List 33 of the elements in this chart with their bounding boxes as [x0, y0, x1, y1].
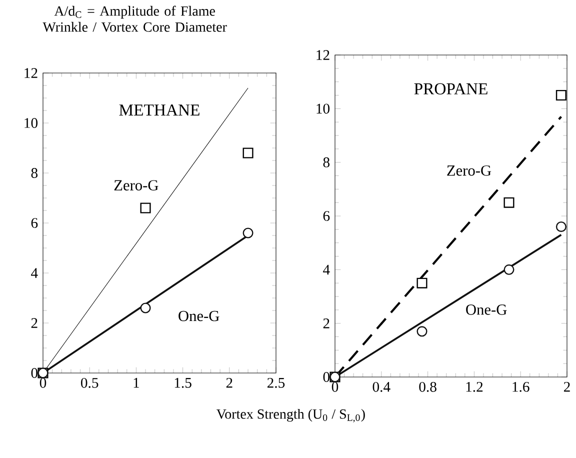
x-tick-label: 1.5 — [174, 378, 192, 388]
x-axis-title: Vortex Strength (U$_{0}$ / S$_{L,0}$) — [216, 408, 365, 422]
x-tick-label: 0 — [332, 382, 338, 392]
x-tick-label: 2.5 — [267, 378, 285, 388]
y-tick-label: 0 — [31, 368, 38, 378]
y-tick-label: 10 — [316, 104, 330, 114]
y-axis-title: A/d$_{C}$ = Amplitude of Flame Wrinkle / Vortex Core Diameter — [42, 6, 227, 32]
series-label: One-G — [466, 304, 507, 315]
y-tick-label: 8 — [31, 168, 38, 178]
x-tick-label: 2 — [226, 378, 232, 388]
y-tick-label: 8 — [323, 157, 330, 168]
y-tick-label: 4 — [31, 268, 38, 278]
x-tick-label: 0.5 — [80, 378, 98, 388]
y-tick-label: 6 — [31, 218, 38, 228]
y-tick-label: 10 — [24, 118, 38, 128]
text: METHANE — [119, 104, 200, 116]
y-tick-label: 6 — [323, 211, 330, 221]
x-tick-label: 1.6 — [512, 382, 530, 392]
x-tick-label: 0 — [40, 378, 46, 388]
y-tick-label: 12 — [24, 68, 38, 78]
x-tick-label: 1 — [134, 378, 139, 388]
series-label: Zero-G — [114, 180, 158, 190]
y-tick-label: 4 — [323, 264, 330, 274]
x-tick-label: 2 — [564, 382, 570, 392]
x-tick-label: 1.2 — [466, 382, 483, 392]
x-tick-label: 0.8 — [419, 382, 436, 392]
text: PROPANE — [414, 83, 488, 94]
y-tick-label: 12 — [316, 50, 330, 60]
y-tick-label: 2 — [323, 318, 330, 328]
series-label: Zero-G — [447, 165, 492, 176]
y-tick-label: 2 — [31, 318, 38, 328]
series-label: One-G — [178, 310, 220, 322]
x-tick-label: 0.4 — [372, 382, 390, 392]
